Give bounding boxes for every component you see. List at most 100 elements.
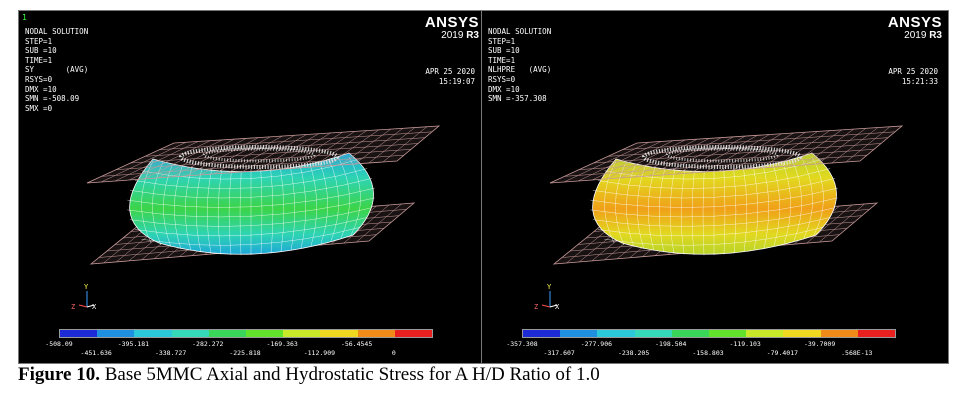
axis-triad: Y Z X [71, 283, 97, 311]
top-plate [549, 125, 904, 184]
mesh-line [185, 166, 193, 251]
legend-swatch [320, 330, 358, 337]
mesh-line [129, 207, 373, 227]
fe-model [549, 125, 904, 265]
legend-swatch [171, 330, 209, 337]
plate-mesh-line [593, 143, 882, 164]
mesh-line [615, 162, 627, 246]
info-line: SUB =10 [25, 46, 57, 56]
axis-triad: Y Z X [534, 283, 560, 311]
info-line: SY (AVG) [25, 65, 89, 75]
legend-swatch [523, 330, 561, 337]
legend-swatch [746, 330, 784, 337]
triad-z-axis [541, 304, 551, 308]
legend-tick-label: -238.205 [617, 349, 650, 357]
triad-x-axis [86, 304, 95, 308]
info-line: STEP=1 [25, 36, 53, 46]
plot-date: APR 25 2020 [888, 67, 938, 76]
version-year: 2019 [904, 30, 927, 41]
version-year: 2019 [441, 30, 464, 41]
specimen-mesh [590, 156, 838, 256]
plot-datetime: APR 25 2020 15:19:07 [425, 67, 475, 86]
info-line: SMN =-357.308 [488, 94, 547, 104]
plot-time: 15:19:07 [438, 76, 475, 86]
ansys-logo: ANSYS 2019 R3 [888, 15, 942, 41]
mesh-line [772, 163, 780, 247]
mesh-line [592, 178, 836, 199]
legend-tick-label: -317.607 [543, 349, 575, 357]
version-release: R3 [929, 30, 942, 41]
legend-swatch [394, 330, 433, 337]
legend-tick-label: -338.727 [154, 349, 187, 357]
legend-tick-label: -451.636 [80, 349, 112, 357]
legend-tick-label: -395.181 [117, 340, 150, 348]
mesh-line [299, 165, 306, 249]
mesh-line [127, 197, 375, 218]
legend-swatch [597, 330, 635, 337]
mesh-line [762, 165, 769, 249]
info-line: STEP=1 [488, 36, 516, 46]
legend-tick-label: -277.906 [580, 340, 613, 348]
mesh-line [239, 170, 242, 256]
legend-tick-label: -119.103 [729, 340, 761, 348]
top-face-nodes-inner [202, 147, 316, 163]
mesh-line [592, 207, 836, 227]
color-legend-bar [59, 329, 433, 338]
triad-y-label: Y [547, 283, 552, 291]
info-line: SMN =-508.09 [25, 94, 80, 104]
triad-z-label: Z [534, 303, 538, 311]
top-face-nodes-inner [665, 147, 779, 163]
fe-model [86, 125, 441, 265]
mesh-line [348, 156, 361, 236]
legend-swatch [283, 330, 321, 337]
mesh-line [792, 160, 802, 241]
mesh-line [604, 227, 824, 246]
mesh-line [723, 168, 726, 255]
right-contour-plot: NODAL SOLUTION STEP=1 SUB =10 TIME=1 NLH… [481, 10, 949, 364]
mesh-line [163, 164, 173, 248]
mesh-line [152, 162, 164, 246]
info-line: TIME=1 [25, 55, 53, 65]
legend-swatch [208, 330, 247, 337]
mesh-line [680, 169, 685, 255]
mesh-line [702, 170, 705, 256]
legend-swatch [783, 330, 821, 337]
legend-swatch [97, 330, 135, 337]
brand-version: 2019 R3 [888, 31, 942, 41]
mesh-line [811, 156, 824, 236]
mesh-line [217, 169, 222, 255]
version-release: R3 [466, 30, 479, 41]
legend-tick-label: -39.7009 [803, 340, 836, 348]
mesh-line [590, 197, 838, 218]
mesh-line [626, 164, 636, 248]
legend-tick-label: -508.09 [45, 340, 73, 348]
legend-tick-label: -198.504 [655, 340, 687, 348]
legend-swatch [820, 330, 858, 337]
plot-date: APR 25 2020 [425, 67, 475, 76]
mesh-line [329, 160, 339, 241]
triad-z-axis [78, 304, 88, 308]
mesh-line [604, 158, 824, 180]
mesh-line [134, 217, 368, 237]
legend-tick-label: -158.803 [692, 349, 724, 357]
mesh-line [174, 165, 183, 250]
plot-datetime: APR 25 2020 15:21:33 [888, 67, 938, 86]
mesh-line [196, 168, 203, 253]
mesh-line [637, 165, 646, 250]
legend-tick-label: -357.308 [506, 340, 538, 348]
mesh-line [782, 162, 791, 244]
legend-swatch [857, 330, 896, 337]
info-line: NODAL SOLUTION [25, 27, 89, 36]
legend-swatch [560, 330, 598, 337]
legend-tick-label: -282.272 [192, 340, 224, 348]
info-line: NLHPRE (AVG) [488, 65, 552, 75]
figure-caption: Figure 10. Base 5MMC Axial and Hydrostat… [18, 364, 600, 386]
plot-time: 15:21:33 [901, 76, 938, 86]
top-plate [86, 125, 441, 184]
mesh-line [141, 158, 361, 180]
info-line: NODAL SOLUTION [488, 27, 552, 36]
mesh-line [127, 187, 375, 208]
brand-version: 2019 R3 [425, 31, 479, 41]
mesh-line [597, 217, 831, 237]
legend-swatch [134, 330, 172, 337]
